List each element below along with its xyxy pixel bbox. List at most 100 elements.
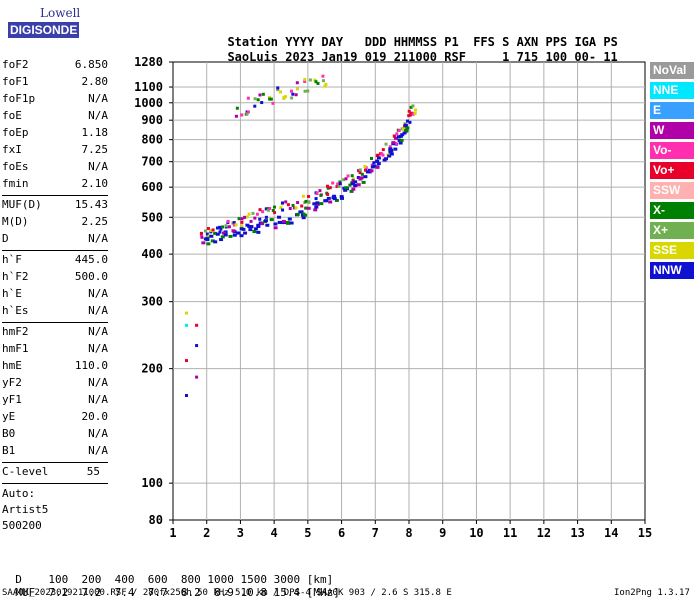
- muf-value: 8.9: [214, 586, 234, 599]
- param-row-yf2: yF2 N/A: [2, 376, 108, 393]
- echo-point: [219, 227, 223, 231]
- echo-point: [340, 196, 345, 200]
- echo-point: [273, 226, 278, 230]
- echo-point: [324, 82, 328, 86]
- hdr-label: P1: [444, 35, 459, 49]
- echo-point: [353, 180, 358, 184]
- legend-item-e: E: [650, 102, 694, 119]
- param-value: N/A: [88, 393, 108, 406]
- auto-label: Auto:: [2, 487, 36, 500]
- legend-item-voplus: Vo+: [650, 162, 694, 179]
- param-name: foF1: [2, 75, 29, 88]
- echo-point: [404, 128, 409, 132]
- echo-point: [199, 231, 203, 235]
- echo-point: [303, 79, 307, 83]
- param-value: 7.25: [81, 143, 109, 156]
- param-row-mufd: MUF(D) 15.43: [2, 198, 108, 215]
- echo-point: [284, 200, 288, 204]
- echo-point: [316, 81, 320, 85]
- param-value: N/A: [88, 287, 108, 300]
- param-value: 6.850: [74, 58, 108, 71]
- echo-point: [258, 93, 262, 97]
- echo-point: [344, 186, 349, 190]
- echo-point: [287, 217, 292, 221]
- x-tick-label: 8: [405, 526, 412, 540]
- echo-point: [243, 231, 248, 235]
- param-row-hmf1: hmF1 N/A: [2, 342, 108, 359]
- echo-point: [315, 201, 320, 205]
- echo-point: [248, 228, 253, 232]
- param-name: foEp: [2, 126, 29, 139]
- echo-point: [338, 180, 342, 184]
- hdr-label: AXN: [516, 35, 539, 49]
- echo-point: [375, 159, 380, 163]
- param-row-fmin: fmin 2.10: [2, 177, 108, 194]
- echo-point: [220, 235, 225, 239]
- param-name: fmin: [2, 177, 29, 190]
- auto-scaling-info: Auto: Artist5 500200: [2, 486, 108, 534]
- echo-point: [221, 225, 225, 229]
- param-row-fof1p: foF1p N/A: [2, 92, 108, 109]
- legend-item-sse: SSE: [650, 242, 694, 259]
- param-name: yE: [2, 410, 16, 423]
- x-tick-label: 11: [503, 526, 517, 540]
- muf-value: 7.7: [147, 586, 168, 599]
- echo-point: [266, 208, 270, 212]
- y-tick-label: 80: [149, 513, 163, 527]
- echo-point: [337, 184, 341, 188]
- hdr-label: IGA: [574, 35, 597, 49]
- echo-point: [384, 142, 388, 146]
- hdr-value: 00-: [574, 50, 597, 64]
- x-tick-label: 2: [203, 526, 210, 540]
- echo-point: [336, 182, 340, 186]
- echo-point: [397, 128, 401, 132]
- echo-point: [235, 106, 239, 110]
- echo-point: [215, 226, 219, 230]
- echo-point: [350, 174, 354, 178]
- echo-point: [407, 109, 411, 113]
- echo-point: [253, 216, 257, 220]
- echo-point: [234, 223, 238, 227]
- echo-point: [261, 210, 265, 214]
- param-row-yf1: yF1 N/A: [2, 393, 108, 410]
- echo-point: [252, 230, 257, 234]
- echo-point: [227, 225, 231, 229]
- echo-point: [358, 168, 362, 172]
- echo-point: [363, 175, 368, 179]
- unit: [MHz]: [306, 586, 340, 599]
- echo-point: [303, 77, 307, 81]
- param-row-clevel: C-level 55: [2, 465, 108, 482]
- echo-point: [209, 229, 213, 233]
- echo-point: [273, 205, 277, 209]
- row-label: D: [15, 573, 22, 586]
- footer-info: SAA0K_2023019211000.RSF / 280fx256h 50 k…: [2, 588, 452, 598]
- param-name: foF2: [2, 58, 29, 71]
- logo-line2: DIGISONDE: [8, 22, 80, 38]
- y-tick-label: 1000: [134, 96, 163, 110]
- d-value: 100: [48, 573, 69, 586]
- separator: [2, 322, 108, 323]
- x-tick-label: 3: [237, 526, 244, 540]
- hdr-label: Station: [227, 35, 279, 49]
- echo-point: [283, 95, 287, 99]
- legend-item-w: W: [650, 122, 694, 139]
- echo-point: [195, 323, 199, 327]
- echo-point: [223, 233, 228, 237]
- param-row-fof1: foF1 2.80: [2, 75, 108, 92]
- echo-point: [323, 84, 327, 88]
- echo-point: [408, 120, 412, 124]
- echo-point: [346, 174, 350, 178]
- param-name: foEs: [2, 160, 29, 173]
- x-tick-label: 4: [271, 526, 278, 540]
- echo-point: [245, 112, 249, 116]
- param-row-fxi: fxI 7.25: [2, 143, 108, 160]
- echo-point: [411, 104, 415, 108]
- echo-point: [376, 162, 381, 166]
- echo-point: [313, 78, 317, 82]
- param-name: hmE: [2, 359, 22, 372]
- param-row-hf2: h`F2 500.0: [2, 270, 108, 287]
- echo-point: [402, 127, 406, 131]
- echo-point: [211, 228, 215, 232]
- echo-point: [184, 393, 188, 397]
- y-tick-label: 600: [141, 180, 163, 194]
